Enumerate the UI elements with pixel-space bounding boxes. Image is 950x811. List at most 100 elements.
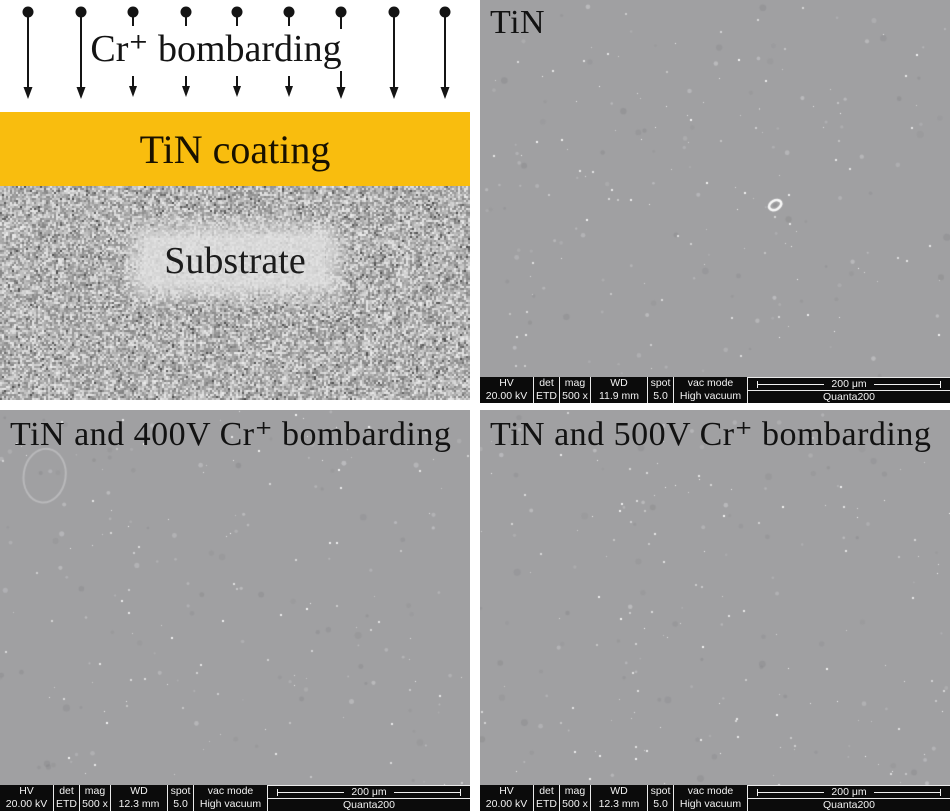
info-col-wd: WD 12.3 mm: [110, 785, 167, 811]
scale-bar-right-tick: [940, 380, 942, 388]
scale-bar-label: 200 μm: [831, 377, 867, 390]
sem-info-bar: HV 20.00 kV det ETD mag 500 x WD 12.3 mm…: [480, 785, 950, 811]
scale-bar-right-tick: [460, 788, 462, 796]
info-header-det: det: [539, 785, 554, 798]
info-col-vac-mode: vac mode High vacuum: [673, 377, 747, 403]
info-header-vac-mode: vac mode: [687, 377, 734, 390]
info-col-hv: HV 20.00 kV: [0, 785, 53, 811]
ion-arrows-graphic: [22, 6, 451, 99]
info-value-hv: 20.00 kV: [485, 390, 528, 403]
info-header-spot: spot: [650, 377, 671, 390]
info-col-vac-mode: vac mode High vacuum: [193, 785, 267, 811]
scale-bar-left-tick: [757, 380, 758, 388]
scale-bar-left-tick: [277, 788, 278, 796]
info-header-vac-mode: vac mode: [207, 785, 254, 798]
substrate-label: Substrate: [144, 238, 326, 284]
info-header-wd: WD: [130, 785, 148, 798]
scale-bar-line: [873, 791, 941, 793]
scale-bar: 200 μm: [748, 378, 950, 390]
ion-arrow-icon: [231, 6, 243, 97]
scale-bar-right-tick: [940, 788, 942, 796]
scale-bar-label: 200 μm: [831, 785, 867, 798]
substrate-texture: [0, 186, 470, 400]
scale-section: 200 μm Quanta200: [747, 377, 950, 403]
ion-arrow-icon: [127, 6, 139, 97]
info-col-det: det ETD: [533, 377, 559, 403]
info-col-spot: spot 5.0: [647, 377, 673, 403]
info-value-spot: 5.0: [173, 798, 188, 811]
scale-section: 200 μm Quanta200: [267, 785, 470, 811]
scale-bar: 200 μm: [748, 786, 950, 798]
info-col-hv: HV 20.00 kV: [480, 785, 533, 811]
info-header-det: det: [539, 377, 554, 390]
scale-bar-line: [758, 383, 825, 385]
bombarding-label: Cr⁺ bombarding: [87, 28, 345, 71]
info-value-wd: 12.3 mm: [598, 798, 640, 811]
sem-info-bar: HV 20.00 kV det ETD mag 500 x WD 12.3 mm…: [0, 785, 470, 811]
info-header-spot: spot: [650, 785, 671, 798]
info-col-spot: spot 5.0: [647, 785, 673, 811]
scale-bar-line: [278, 791, 345, 793]
info-header-det: det: [59, 785, 74, 798]
info-value-vac-mode: High vacuum: [199, 798, 262, 811]
scale-bar: 200 μm: [268, 786, 470, 798]
info-header-mag: mag: [84, 785, 106, 798]
info-col-wd: WD 12.3 mm: [590, 785, 647, 811]
info-value-hv: 20.00 kV: [485, 798, 528, 811]
substrate-layer: Substrate: [0, 186, 470, 400]
ion-arrow-icon: [283, 6, 295, 97]
info-col-hv: HV 20.00 kV: [480, 377, 533, 403]
info-value-mag: 500 x: [82, 798, 108, 811]
sem-panel-tin-400v: TiN and 400V Cr⁺ bombarding HV 20.00 kV …: [0, 410, 470, 811]
info-header-mag: mag: [564, 377, 586, 390]
scale-bar-label: 200 μm: [351, 785, 387, 798]
info-value-det: ETD: [536, 798, 557, 811]
info-header-hv: HV: [19, 785, 34, 798]
ion-arrow-icon: [180, 6, 192, 97]
info-col-det: det ETD: [533, 785, 559, 811]
info-col-vac-mode: vac mode High vacuum: [673, 785, 747, 811]
info-col-mag: mag 500 x: [79, 785, 110, 811]
info-value-wd: 12.3 mm: [118, 798, 160, 811]
sem-micrograph: [480, 410, 950, 785]
info-col-wd: WD 11.9 mm: [590, 377, 647, 403]
info-header-wd: WD: [610, 377, 628, 390]
info-value-hv: 20.00 kV: [5, 798, 48, 811]
scale-bar-left-tick: [757, 788, 758, 796]
sem-panel-tin-500v: TiN and 500V Cr⁺ bombarding HV 20.00 kV …: [480, 410, 950, 811]
sem-panel-label: TiN and 400V Cr⁺ bombarding: [10, 416, 452, 453]
scale-bar-line: [758, 791, 825, 793]
instrument-name: Quanta200: [268, 798, 470, 811]
instrument-name: Quanta200: [748, 390, 950, 403]
sem-panel-tin: TiN HV 20.00 kV det ETD mag 500 x WD 11.…: [480, 0, 950, 403]
info-header-spot: spot: [170, 785, 191, 798]
info-header-hv: HV: [499, 785, 514, 798]
sem-info-bar: HV 20.00 kV det ETD mag 500 x WD 11.9 mm…: [480, 377, 950, 403]
instrument-name: Quanta200: [748, 798, 950, 811]
ion-arrow-icon: [439, 6, 451, 99]
ion-arrows-area: Cr⁺ bombarding: [0, 0, 470, 112]
info-value-spot: 5.0: [653, 798, 668, 811]
info-col-spot: spot 5.0: [167, 785, 193, 811]
sem-panel-label: TiN: [490, 4, 546, 41]
scale-section: 200 μm Quanta200: [747, 785, 950, 811]
info-header-mag: mag: [564, 785, 586, 798]
info-value-det: ETD: [56, 798, 77, 811]
info-col-mag: mag 500 x: [559, 377, 590, 403]
info-col-mag: mag 500 x: [559, 785, 590, 811]
sem-panel-label: TiN and 500V Cr⁺ bombarding: [490, 416, 932, 453]
ion-arrow-icon: [388, 6, 400, 99]
ion-arrow-icon: [22, 6, 34, 99]
info-value-vac-mode: High vacuum: [679, 390, 742, 403]
info-value-vac-mode: High vacuum: [679, 798, 742, 811]
info-header-hv: HV: [499, 377, 514, 390]
scale-bar-line: [873, 383, 941, 385]
sem-micrograph: [0, 410, 470, 785]
ion-arrow-icon: [75, 6, 87, 99]
info-header-vac-mode: vac mode: [687, 785, 734, 798]
tin-coating-layer: TiN coating: [0, 112, 470, 186]
info-value-det: ETD: [536, 390, 557, 403]
coating-label: TiN coating: [139, 126, 331, 172]
info-header-wd: WD: [610, 785, 628, 798]
